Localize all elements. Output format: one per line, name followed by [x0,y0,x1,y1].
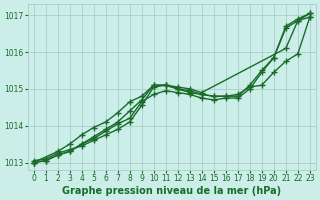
X-axis label: Graphe pression niveau de la mer (hPa): Graphe pression niveau de la mer (hPa) [62,186,281,196]
